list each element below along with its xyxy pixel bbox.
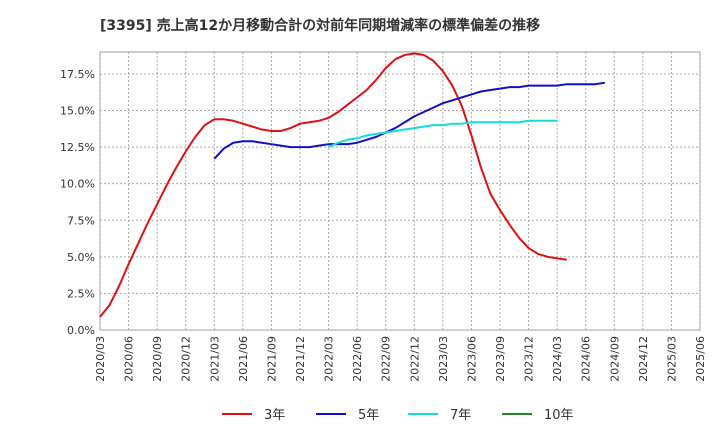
y-tick-label: 15.0% bbox=[60, 105, 95, 118]
x-tick-label: 2020/03 bbox=[94, 336, 107, 382]
y-tick-label: 12.5% bbox=[60, 141, 95, 154]
series-line bbox=[99, 52, 567, 318]
y-tick-label: 10.0% bbox=[60, 178, 95, 191]
y-tick-label: 0.0% bbox=[67, 324, 95, 337]
x-tick-label: 2023/12 bbox=[523, 336, 536, 382]
x-tick-label: 2022/12 bbox=[408, 336, 421, 382]
x-tick-label: 2024/09 bbox=[608, 336, 621, 382]
x-tick-label: 2022/06 bbox=[351, 336, 364, 382]
series-lines bbox=[99, 52, 605, 318]
y-tick-label: 7.5% bbox=[67, 214, 95, 227]
plot-area bbox=[99, 51, 701, 331]
x-tick-label: 2021/06 bbox=[237, 336, 250, 382]
x-tick-label: 2023/09 bbox=[494, 336, 507, 382]
x-tick-label: 2021/12 bbox=[294, 336, 307, 382]
x-tick-label: 2024/03 bbox=[551, 336, 564, 382]
legend-label: 10年 bbox=[544, 408, 574, 423]
x-tick-label: 2021/09 bbox=[265, 336, 278, 382]
y-tick-label: 5.0% bbox=[67, 251, 95, 264]
y-tick-label: 17.5% bbox=[60, 68, 95, 81]
x-tick-label: 2023/03 bbox=[437, 336, 450, 382]
x-tick-label: 2020/09 bbox=[151, 336, 164, 382]
x-tick-label: 2021/03 bbox=[208, 336, 221, 382]
y-tick-label: 2.5% bbox=[67, 287, 95, 300]
x-tick-label: 2020/06 bbox=[123, 336, 136, 382]
series-line bbox=[328, 119, 558, 149]
x-tick-label: 2025/06 bbox=[694, 336, 707, 382]
x-tick-label: 2025/03 bbox=[665, 336, 678, 382]
grid bbox=[99, 52, 701, 331]
x-tick-label: 2022/09 bbox=[380, 336, 393, 382]
legend-label: 5年 bbox=[358, 408, 379, 423]
x-tick-label: 2023/06 bbox=[465, 336, 478, 382]
x-tick-label: 2024/06 bbox=[580, 336, 593, 382]
legend-label: 3年 bbox=[264, 408, 285, 423]
x-tick-label: 2022/03 bbox=[323, 336, 336, 382]
legend-label: 7年 bbox=[450, 408, 471, 423]
x-axis-ticks: 2020/03 2020/06 2020/09 2020/12 2021/03 2021/… bbox=[94, 336, 707, 382]
x-tick-label: 2020/12 bbox=[180, 336, 193, 382]
legend: 3年 5年 7年 10年 bbox=[222, 408, 574, 423]
y-axis-ticks: 0.0% 2.5% 5.0% 7.5% 10.0% 12.5% 15.0% 17.5% bbox=[60, 68, 95, 337]
x-tick-label: 2024/12 bbox=[637, 336, 650, 382]
chart-title: [3395] 売上高12か月移動合計の対前年同期増減率の標準偏差の推移 bbox=[100, 17, 540, 34]
series-line bbox=[213, 81, 605, 160]
